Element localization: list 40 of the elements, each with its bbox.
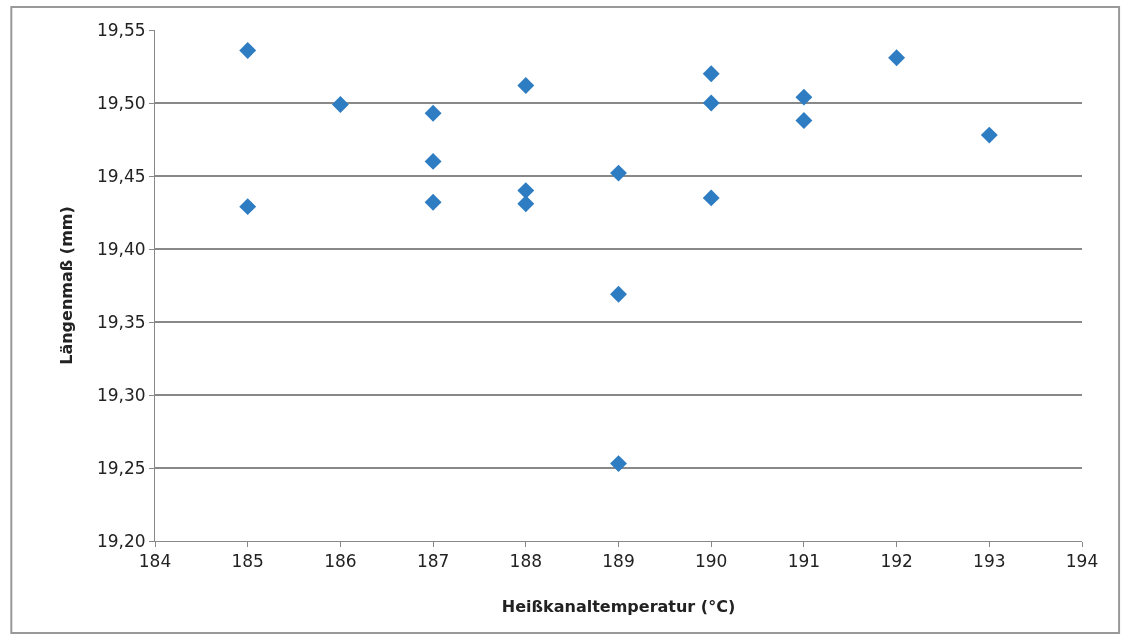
point bbox=[239, 198, 257, 216]
point bbox=[980, 126, 998, 144]
y-tick-label: 19,40 bbox=[96, 238, 146, 259]
point bbox=[702, 65, 720, 83]
point bbox=[702, 94, 720, 112]
point bbox=[795, 88, 813, 106]
x-tick-label: 188 bbox=[509, 551, 543, 572]
point bbox=[702, 189, 720, 207]
y-tick-label: 19,45 bbox=[96, 165, 146, 186]
x-tick-label: 187 bbox=[416, 551, 450, 572]
point bbox=[610, 164, 627, 182]
x-tick-label: 185 bbox=[231, 551, 264, 572]
y-tick-label: 19,20 bbox=[96, 530, 146, 551]
x-tick-label: 189 bbox=[602, 551, 635, 572]
y-tick-label: 19,55 bbox=[96, 19, 146, 40]
y-tick-label: 19,50 bbox=[96, 92, 146, 113]
x-tick-label: 191 bbox=[787, 551, 821, 572]
point bbox=[610, 455, 627, 473]
point bbox=[610, 285, 627, 303]
point bbox=[517, 182, 535, 200]
x-tick-label: 193 bbox=[973, 551, 1006, 572]
point bbox=[795, 112, 813, 129]
point bbox=[424, 193, 442, 211]
x-tick-label: 194 bbox=[1065, 551, 1099, 572]
point bbox=[517, 195, 535, 213]
point bbox=[331, 96, 349, 113]
x-axis-title: Heißkanaltemperatur (°C) bbox=[501, 597, 736, 617]
point bbox=[424, 152, 442, 170]
y-tick-label: 19,30 bbox=[96, 384, 146, 405]
point bbox=[239, 41, 257, 59]
x-tick-label: 192 bbox=[880, 551, 913, 572]
y-tick-label: 19,25 bbox=[96, 457, 146, 478]
x-tick-label: 186 bbox=[324, 551, 357, 572]
x-tick-label: 184 bbox=[138, 551, 172, 572]
y-tick-label: 19,35 bbox=[96, 311, 146, 332]
point bbox=[888, 49, 906, 67]
point bbox=[424, 104, 442, 122]
point bbox=[517, 77, 535, 94]
y-axis-title: Längenmaß (mm) bbox=[56, 206, 76, 365]
x-tick-label: 190 bbox=[694, 551, 728, 572]
